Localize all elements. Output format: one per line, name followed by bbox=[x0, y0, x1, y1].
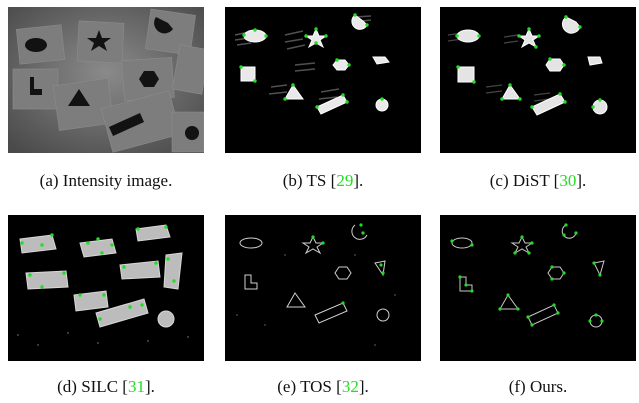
intensity-image bbox=[8, 7, 204, 153]
panel-tos bbox=[225, 215, 421, 361]
panel-dist bbox=[440, 7, 636, 153]
caption-f: (f) Ours. bbox=[508, 377, 568, 396]
caption-a: (a) Intensity image. bbox=[39, 171, 173, 190]
caption-b: (b) TS [29]. bbox=[282, 171, 364, 190]
panel-ours bbox=[440, 215, 636, 361]
panel-silc bbox=[8, 215, 204, 361]
dist-surface-image bbox=[440, 7, 636, 153]
panel-intensity-image bbox=[8, 7, 204, 153]
tos-surface-image bbox=[225, 215, 421, 361]
caption-c: (c) DiST [30]. bbox=[489, 171, 587, 190]
panel-ts bbox=[225, 7, 421, 153]
ours-surface-image bbox=[440, 215, 636, 361]
ts-surface-image bbox=[225, 7, 421, 153]
caption-d: (d) SILC [31]. bbox=[57, 377, 155, 396]
silc-surface-image bbox=[8, 215, 204, 361]
caption-e: (e) TOS [32]. bbox=[277, 377, 369, 396]
